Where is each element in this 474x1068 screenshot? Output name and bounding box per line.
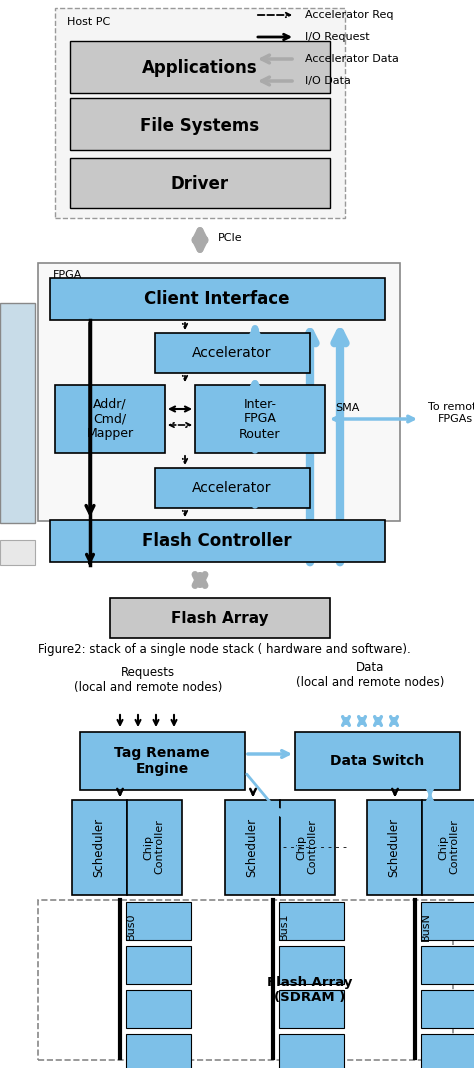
Bar bbox=[421, 1034, 474, 1068]
Text: - - - - - - - - -: - - - - - - - - - bbox=[283, 842, 347, 852]
Text: Scheduler: Scheduler bbox=[92, 817, 106, 877]
Bar bbox=[70, 158, 330, 208]
Text: Addr/
Cmd/
Mapper: Addr/ Cmd/ Mapper bbox=[86, 397, 134, 440]
Text: To remote
FPGAs: To remote FPGAs bbox=[428, 403, 474, 424]
Bar bbox=[126, 990, 191, 1028]
Text: Data
(local and remote nodes): Data (local and remote nodes) bbox=[296, 661, 444, 689]
Bar bbox=[70, 98, 330, 150]
Text: Data Switch: Data Switch bbox=[330, 754, 424, 768]
Text: SMA: SMA bbox=[335, 403, 359, 413]
Text: Flash Array
(SDRAM ): Flash Array (SDRAM ) bbox=[267, 976, 353, 1004]
Text: Flash Array: Flash Array bbox=[171, 611, 269, 626]
Text: Scheduler: Scheduler bbox=[388, 817, 401, 877]
Text: Accelerator: Accelerator bbox=[192, 346, 272, 360]
Bar bbox=[55, 7, 345, 218]
Text: Flash Controller: Flash Controller bbox=[142, 532, 292, 550]
Bar bbox=[367, 800, 422, 895]
Text: I/O Request: I/O Request bbox=[305, 32, 370, 42]
Bar bbox=[38, 263, 400, 521]
Bar bbox=[0, 303, 35, 523]
Text: Accelerator Req: Accelerator Req bbox=[305, 10, 393, 20]
Bar bbox=[0, 540, 35, 565]
Bar bbox=[155, 333, 310, 373]
Text: Accelerator: Accelerator bbox=[192, 481, 272, 494]
Bar bbox=[80, 732, 245, 790]
Text: PCIe: PCIe bbox=[218, 233, 243, 244]
Text: Bus0: Bus0 bbox=[126, 912, 136, 940]
Bar bbox=[38, 900, 453, 1061]
Text: BusN: BusN bbox=[421, 912, 431, 941]
Text: Client Interface: Client Interface bbox=[144, 290, 290, 308]
Bar bbox=[50, 520, 385, 562]
Bar bbox=[127, 800, 182, 895]
Text: Accelerator Data: Accelerator Data bbox=[305, 54, 399, 64]
Text: Requests
(local and remote nodes): Requests (local and remote nodes) bbox=[74, 666, 222, 694]
Bar bbox=[279, 902, 344, 940]
Text: Applications: Applications bbox=[142, 59, 258, 77]
Text: Host PC: Host PC bbox=[67, 17, 110, 27]
Bar bbox=[279, 990, 344, 1028]
Text: I/O Data: I/O Data bbox=[305, 76, 351, 87]
Bar bbox=[126, 902, 191, 940]
Bar bbox=[279, 946, 344, 984]
Bar bbox=[225, 800, 280, 895]
Bar bbox=[422, 800, 474, 895]
Bar bbox=[195, 384, 325, 453]
Text: FPGA: FPGA bbox=[53, 270, 82, 280]
Bar bbox=[110, 598, 330, 638]
Text: Chip
Controller: Chip Controller bbox=[296, 819, 318, 875]
Bar bbox=[72, 800, 127, 895]
Bar bbox=[421, 902, 474, 940]
Bar bbox=[421, 946, 474, 984]
Bar bbox=[155, 468, 310, 508]
Bar bbox=[126, 1034, 191, 1068]
Bar bbox=[55, 384, 165, 453]
Bar bbox=[70, 41, 330, 93]
Bar bbox=[295, 732, 460, 790]
Bar bbox=[279, 1034, 344, 1068]
Text: Scheduler: Scheduler bbox=[246, 817, 258, 877]
Text: Inter-
FPGA
Router: Inter- FPGA Router bbox=[239, 397, 281, 440]
Text: Driver: Driver bbox=[171, 175, 229, 193]
Text: Chip
Controller: Chip Controller bbox=[438, 819, 460, 875]
Text: Tag Rename
Engine: Tag Rename Engine bbox=[114, 745, 210, 776]
Bar bbox=[421, 990, 474, 1028]
Text: Chip
Controller: Chip Controller bbox=[143, 819, 165, 875]
Bar bbox=[280, 800, 335, 895]
Text: Bus1: Bus1 bbox=[279, 912, 289, 940]
Text: Figure2: stack of a single node stack ( hardware and software).: Figure2: stack of a single node stack ( … bbox=[38, 644, 411, 657]
Text: File Systems: File Systems bbox=[140, 117, 260, 135]
Bar bbox=[126, 946, 191, 984]
Bar bbox=[50, 278, 385, 320]
